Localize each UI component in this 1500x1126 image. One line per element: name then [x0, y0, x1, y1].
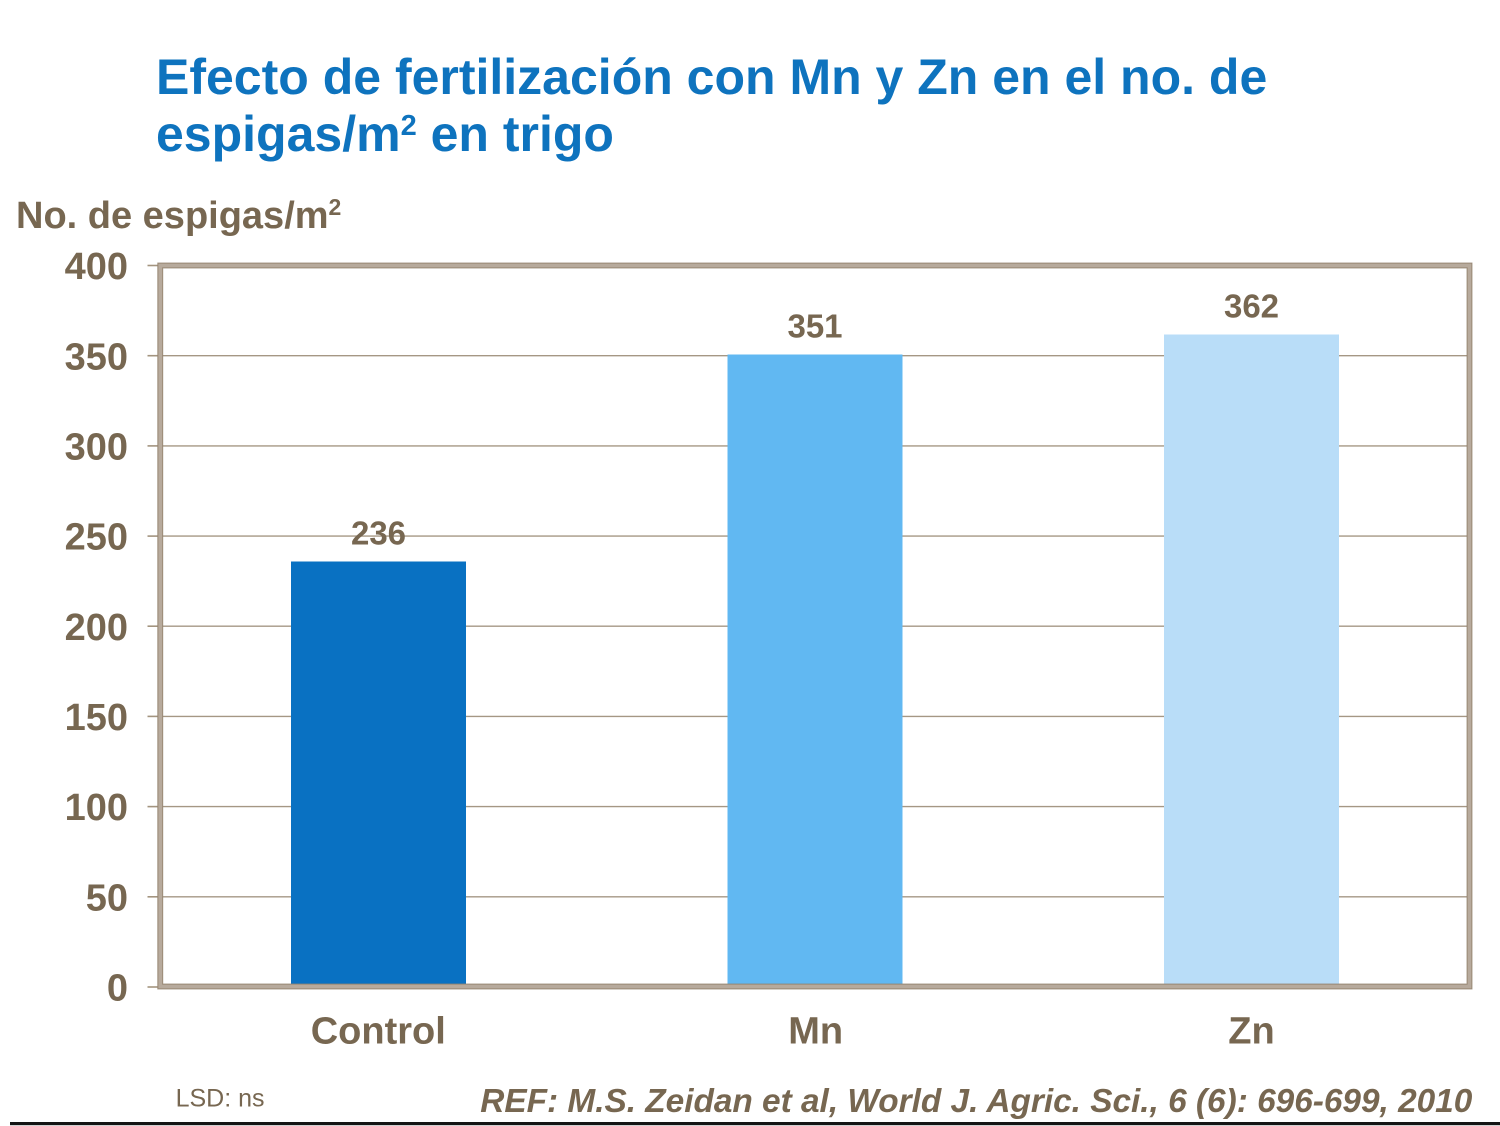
svg-text:400: 400 [65, 246, 128, 288]
svg-text:50: 50 [86, 877, 128, 919]
svg-text:100: 100 [65, 787, 128, 829]
svg-text:Mn: Mn [788, 1011, 843, 1053]
svg-text:351: 351 [787, 308, 842, 345]
svg-text:Efecto de fertilización con Mn: Efecto de fertilización con Mn y Zn en e… [156, 49, 1267, 105]
svg-text:Control: Control [311, 1011, 446, 1053]
svg-text:200: 200 [65, 607, 128, 649]
svg-text:0: 0 [107, 968, 128, 1010]
svg-text:300: 300 [65, 427, 128, 469]
svg-text:236: 236 [351, 515, 406, 552]
svg-text:espigas/m2 en trigo: espigas/m2 en trigo [156, 106, 614, 162]
svg-text:No. de espigas/m2: No. de espigas/m2 [16, 194, 341, 237]
svg-text:350: 350 [65, 336, 128, 378]
svg-text:150: 150 [65, 697, 128, 739]
svg-text:LSD: ns: LSD: ns [176, 1085, 265, 1113]
svg-text:Zn: Zn [1228, 1011, 1274, 1053]
svg-text:REF: M.S. Zeidan et al, World: REF: M.S. Zeidan et al, World J. Agric. … [480, 1082, 1473, 1119]
svg-text:250: 250 [65, 517, 128, 559]
svg-text:362: 362 [1224, 288, 1279, 325]
